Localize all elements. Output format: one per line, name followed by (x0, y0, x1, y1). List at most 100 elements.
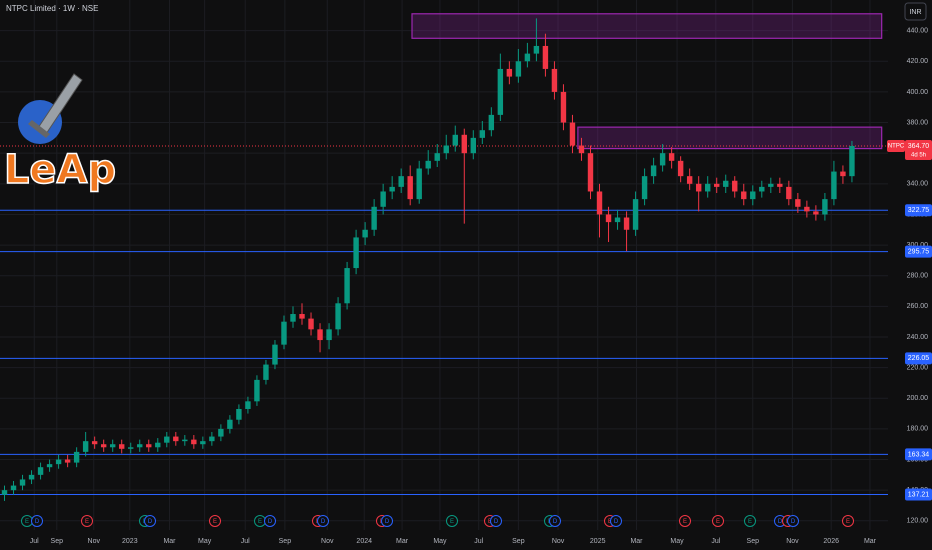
event-letter: E (85, 519, 89, 525)
candle-body (254, 379, 260, 402)
candle-body (659, 153, 666, 166)
candle-body (470, 137, 477, 154)
zone (577, 126, 883, 150)
currency-box[interactable] (904, 2, 927, 21)
event-letter: E (683, 519, 687, 525)
symbol-label-bg (887, 139, 905, 152)
candle-body (73, 451, 80, 463)
x-tick-label: 2024 (356, 538, 372, 545)
level-label: 137.21 (908, 491, 930, 498)
y-tick-label: 200.00 (907, 395, 929, 402)
candle-body (19, 479, 26, 486)
candle-body (605, 214, 612, 223)
x-tick-label: 2025 (590, 538, 606, 545)
candle-body (91, 441, 98, 445)
x-tick-label: Nov (552, 538, 565, 545)
event-icon[interactable] (712, 515, 724, 527)
event-icon[interactable] (744, 515, 756, 527)
event-icon[interactable] (610, 515, 622, 527)
event-icon[interactable] (446, 515, 458, 527)
candle-body (452, 134, 458, 146)
candles (1, 18, 855, 501)
y-tick-label: 260.00 (907, 303, 929, 310)
event-icon[interactable] (549, 515, 561, 527)
event-letter: E (213, 519, 217, 525)
y-tick-label: 400.00 (907, 89, 929, 96)
candle-body (209, 436, 215, 442)
levels (0, 145, 888, 495)
y-tick-label: 440.00 (907, 27, 929, 34)
y-tick-label: 180.00 (907, 426, 929, 433)
x-tick-label: Nov (88, 538, 101, 545)
candle-body (407, 176, 413, 200)
candle-body (632, 199, 639, 230)
event-icon[interactable] (842, 515, 854, 527)
event-letter: E (748, 519, 752, 525)
candle-body (28, 474, 35, 480)
candle-body (37, 467, 44, 475)
candle-body (668, 153, 675, 161)
event-icon[interactable] (787, 515, 799, 527)
level-label: 226.05 (908, 355, 930, 362)
level-label: 163.34 (908, 451, 930, 458)
candle-body (137, 444, 143, 448)
event-icon[interactable] (317, 515, 329, 527)
price-label: 364.70 (908, 143, 930, 150)
candle-body (479, 130, 486, 138)
event-icon[interactable] (490, 515, 502, 527)
x-tick-label: Mar (630, 538, 643, 545)
candle-body (200, 441, 206, 445)
y-tick-label: 420.00 (907, 58, 929, 65)
candle-body (650, 165, 657, 177)
candle-body (380, 191, 386, 207)
x-tick-label: Jul (474, 538, 483, 545)
x-tick-label: Jul (711, 538, 720, 545)
x-tick-label: Mar (864, 538, 877, 545)
level-label-bg (905, 448, 932, 461)
candle-body (353, 237, 359, 269)
event-icon[interactable] (679, 515, 691, 527)
candle-body (146, 444, 152, 448)
candle-body (515, 61, 522, 77)
candle-body (389, 186, 395, 192)
event-icon[interactable] (31, 515, 43, 527)
candle-body (299, 314, 305, 319)
event-icon[interactable] (209, 515, 221, 527)
x-tick-label: May (198, 538, 212, 545)
x-tick-label: Jul (241, 538, 250, 545)
event-icon[interactable] (81, 515, 93, 527)
candle-body (371, 206, 377, 230)
countdown: 4d 5h (911, 153, 926, 159)
candle-body (344, 268, 350, 304)
level-label-bg (905, 204, 932, 217)
chart-title: NTPC Limited · 1W · NSE (6, 4, 98, 13)
candle-body (416, 168, 422, 200)
event-icon[interactable] (264, 515, 276, 527)
x-tick-label: Sep (747, 538, 760, 545)
candle-body (46, 464, 53, 468)
candle-body (109, 444, 116, 448)
candle-body (155, 442, 161, 448)
event-icon[interactable] (144, 515, 156, 527)
y-tick-label: 120.00 (907, 518, 929, 525)
candle-body (732, 180, 738, 192)
level-label-bg (905, 352, 932, 365)
event-letter: E (488, 519, 492, 525)
candle-body (443, 145, 449, 154)
event-letter: D (321, 519, 326, 525)
event-icon[interactable] (381, 515, 393, 527)
event-letter: E (608, 519, 612, 525)
candle-body (822, 199, 828, 215)
event-letter: D (148, 519, 153, 525)
x-tick-label: Nov (321, 538, 334, 545)
candle-body (100, 444, 107, 448)
candle-body (723, 180, 729, 187)
candle-body (542, 45, 549, 69)
event-letter: D (778, 519, 783, 525)
candle-body (831, 171, 837, 200)
candle-body (759, 186, 765, 192)
candle-body (777, 183, 783, 187)
event-letter: D (494, 519, 499, 525)
candle-body (497, 68, 504, 115)
event-letter: D (791, 519, 796, 525)
